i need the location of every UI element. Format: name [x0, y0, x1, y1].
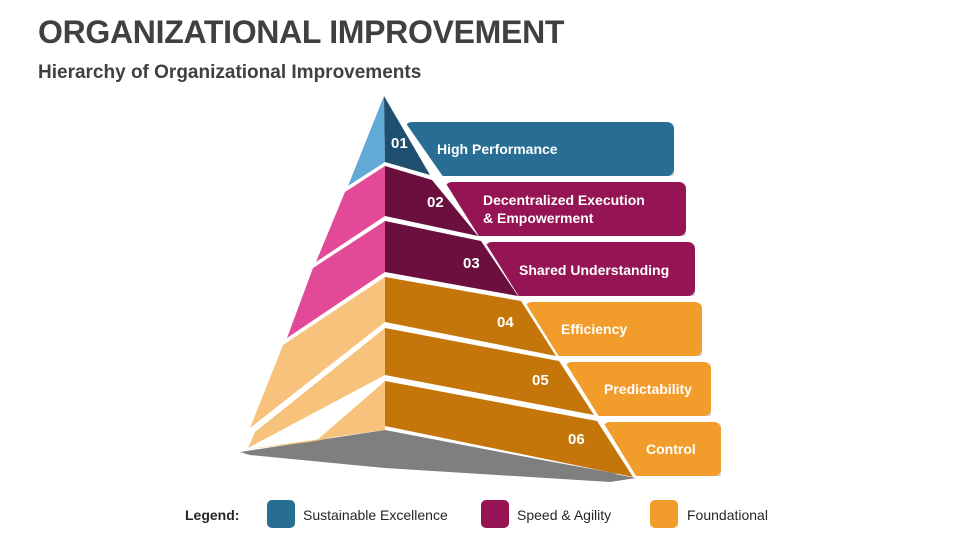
level-3-label: Shared Understanding [519, 262, 670, 278]
level-6-left-face [316, 381, 385, 441]
level-6-right-face [385, 381, 633, 477]
level-5-label-box: Predictability [565, 362, 711, 416]
level-5-label: Predictability [604, 381, 692, 397]
level-2-right-face [385, 166, 478, 236]
page-title: ORGANIZATIONAL IMPROVEMENT [38, 14, 565, 50]
level-4-left-face [250, 277, 385, 428]
legend-swatch-speed-agility [481, 500, 509, 528]
page-subtitle: Hierarchy of Organizational Improvements [38, 62, 422, 83]
level-3-right-face [385, 221, 518, 296]
legend: Legend: Sustainable Excellence Speed & A… [0, 500, 960, 530]
level-2-left-face [316, 166, 385, 262]
level-2-label-line1: Decentralized Execution [483, 192, 645, 208]
legend-label-foundational: Foundational [687, 507, 768, 523]
level-3-label-box: Shared Understanding [485, 242, 695, 296]
legend-label-speed-agility: Speed & Agility [517, 507, 612, 523]
level-4-number: 04 [497, 314, 514, 331]
level-2-label-box: Decentralized Execution & Empowerment [445, 182, 686, 236]
level-2-number: 02 [427, 194, 444, 211]
level-1-label: High Performance [437, 141, 558, 157]
level-3-left-face [287, 221, 385, 338]
pyramid-base-shadow-fill [244, 432, 620, 474]
legend-title: Legend: [185, 507, 240, 523]
legend-swatch-sustainable-excellence [267, 500, 295, 528]
level-4-label-box: Efficiency [525, 302, 702, 356]
level-5-right-face [385, 328, 594, 415]
level-1-label-box: High Performance [405, 122, 674, 176]
level-1-left-face [348, 96, 385, 186]
level-4-label: Efficiency [561, 321, 628, 337]
level-3-number: 03 [463, 255, 480, 272]
level-6-number: 06 [568, 431, 585, 448]
level-1-right-face [384, 96, 430, 175]
level-1-number: 01 [391, 135, 408, 152]
legend-label-sustainable-excellence: Sustainable Excellence [303, 507, 448, 523]
level-2-label-line2: & Empowerment [483, 210, 594, 226]
level-5-number: 05 [532, 372, 549, 389]
legend-swatch-foundational [650, 500, 678, 528]
level-5-left-face [248, 328, 385, 448]
level-6-label: Control [646, 441, 696, 457]
level-4-right-face [385, 277, 556, 356]
